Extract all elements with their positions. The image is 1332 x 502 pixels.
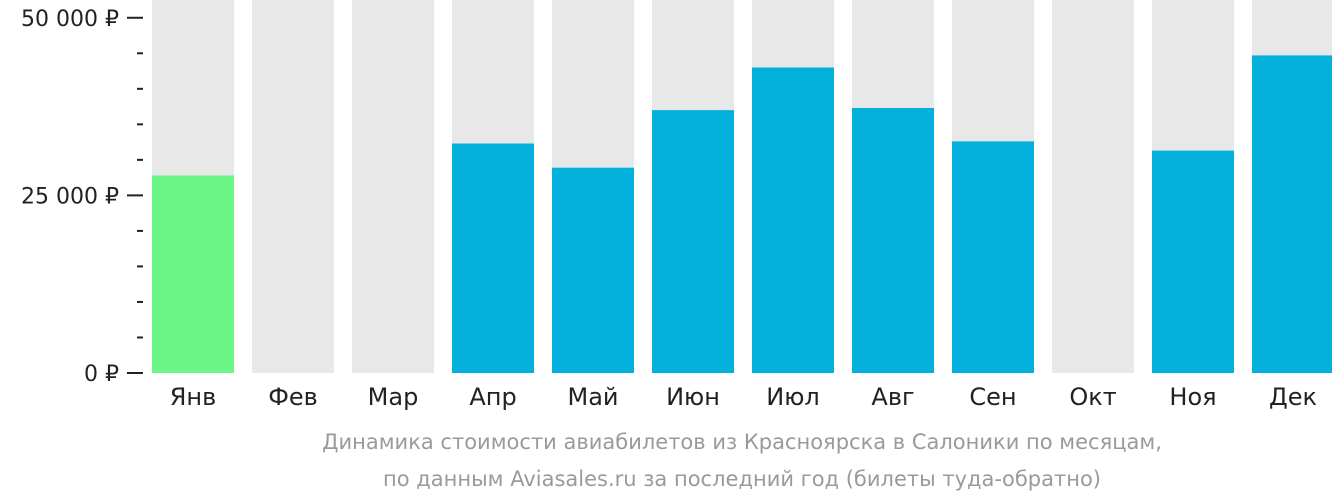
bar-background [352, 0, 434, 373]
x-tick-label: Июн [666, 383, 720, 411]
x-tick-label: Ноя [1169, 383, 1216, 411]
bar[interactable] [852, 107, 934, 374]
x-tick-label: Дек [1269, 383, 1317, 411]
bar[interactable] [452, 143, 534, 373]
bar[interactable] [552, 167, 634, 373]
bar[interactable] [952, 141, 1034, 373]
bars [152, 0, 1332, 374]
bar[interactable] [652, 110, 734, 373]
chart-caption-line-2: по данным Aviasales.ru за последний год … [383, 467, 1101, 491]
y-tick-label: 25 000 ₽ [21, 184, 119, 209]
x-tick-label: Фев [268, 383, 318, 411]
bar-background [1052, 0, 1134, 373]
x-tick-label: Мар [368, 383, 419, 411]
x-tick-label: Янв [170, 383, 217, 411]
bar[interactable] [1152, 150, 1234, 373]
bar-background [252, 0, 334, 373]
x-tick-label: Июл [766, 383, 820, 411]
x-tick-label: Авг [871, 383, 914, 411]
bar[interactable] [1252, 55, 1332, 373]
bar[interactable] [152, 175, 234, 373]
x-tick-label: Апр [469, 383, 516, 411]
x-tick-label: Окт [1069, 383, 1116, 411]
x-tick-label: Май [567, 383, 618, 411]
bar[interactable] [752, 67, 834, 373]
price-chart: 0 ₽ 25 000 ₽ 50 000 ₽ Янв Фев Мар Апр Май Июн Ию… [21, 0, 1332, 411]
y-tick-label: 50 000 ₽ [21, 7, 119, 32]
y-tick-label: 0 ₽ [84, 362, 119, 387]
x-axis: Янв Фев Мар Апр Май Июн Июл Авг Сен Окт Ноя Дек [170, 383, 1317, 411]
chart-caption-line-1: Динамика стоимости авиабилетов из Красно… [322, 430, 1162, 454]
y-axis: 0 ₽ 25 000 ₽ 50 000 ₽ [21, 7, 143, 387]
x-tick-label: Сен [969, 383, 1016, 411]
